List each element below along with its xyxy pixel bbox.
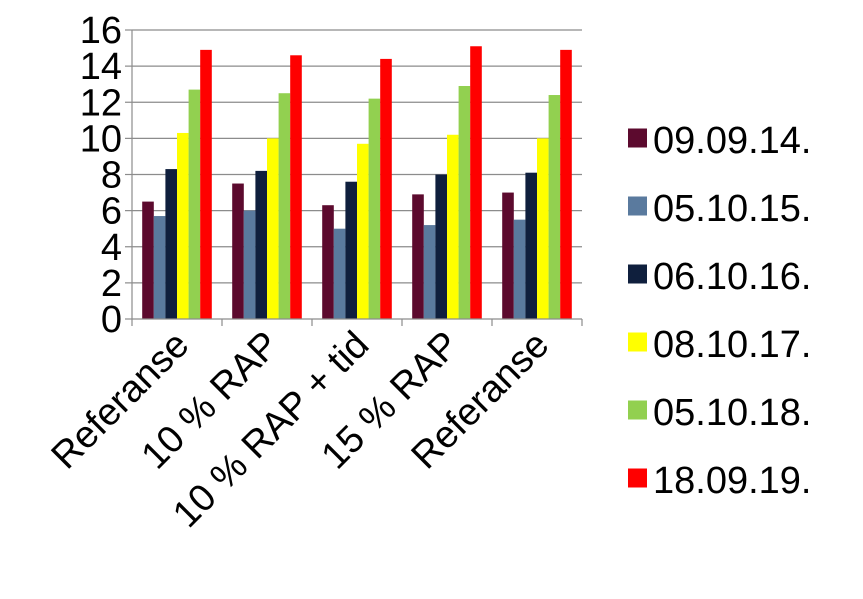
- bar: [525, 172, 537, 319]
- bar: [380, 58, 392, 320]
- legend-swatch: [628, 468, 647, 488]
- bar: [267, 138, 279, 319]
- bar: [435, 174, 447, 319]
- y-tick-label: 2: [101, 263, 122, 305]
- bar: [423, 225, 436, 319]
- y-tick-label: 4: [101, 227, 122, 269]
- bar: [345, 181, 357, 319]
- bar: [548, 95, 561, 320]
- y-tick-label: 8: [101, 155, 122, 197]
- y-tick-label: 10: [80, 118, 122, 160]
- legend: 09.09.14. 05.10.15. 06.10.16. 08.10.17. 05.1…: [628, 120, 811, 502]
- y-tick-label: 6: [101, 191, 122, 233]
- bar: [458, 85, 471, 320]
- y-tick-label: 14: [80, 46, 122, 88]
- legend-swatch: [628, 128, 647, 148]
- legend-label: 09.09.14.: [653, 120, 811, 162]
- y-tick-label: 16: [80, 10, 122, 52]
- bar: [177, 132, 189, 319]
- bar: [200, 49, 212, 320]
- bar: [278, 93, 291, 319]
- legend-label: 05.10.15.: [653, 188, 811, 230]
- bar: [447, 134, 459, 319]
- legend-label: 06.10.16.: [653, 256, 811, 298]
- bar: [412, 194, 424, 319]
- bar: [513, 219, 526, 319]
- y-tick-label: 0: [101, 299, 122, 341]
- bars: [142, 46, 572, 320]
- bar: [368, 98, 381, 319]
- legend-swatch: [628, 400, 647, 420]
- legend-swatch: [628, 332, 647, 352]
- bar: [322, 205, 334, 319]
- bar: [502, 192, 514, 319]
- axes: [125, 29, 583, 326]
- bar: [153, 216, 166, 319]
- bar: [560, 49, 572, 320]
- bar: [142, 201, 154, 319]
- bar: [188, 89, 201, 319]
- bar: [357, 143, 369, 319]
- legend-swatch: [628, 264, 647, 284]
- bar: [470, 46, 482, 319]
- bar: [255, 170, 267, 319]
- y-tick-label: 12: [80, 82, 122, 124]
- legend-label: 05.10.18.: [653, 392, 811, 434]
- bar: [232, 183, 244, 319]
- legend-label: 08.10.17.: [653, 324, 811, 366]
- bar: [243, 210, 256, 319]
- bar: [333, 228, 346, 319]
- legend-swatch: [628, 196, 647, 216]
- legend-label: 18.09.19.: [653, 460, 811, 502]
- bar: [537, 138, 549, 319]
- bar: [165, 169, 177, 319]
- bar: [290, 55, 302, 319]
